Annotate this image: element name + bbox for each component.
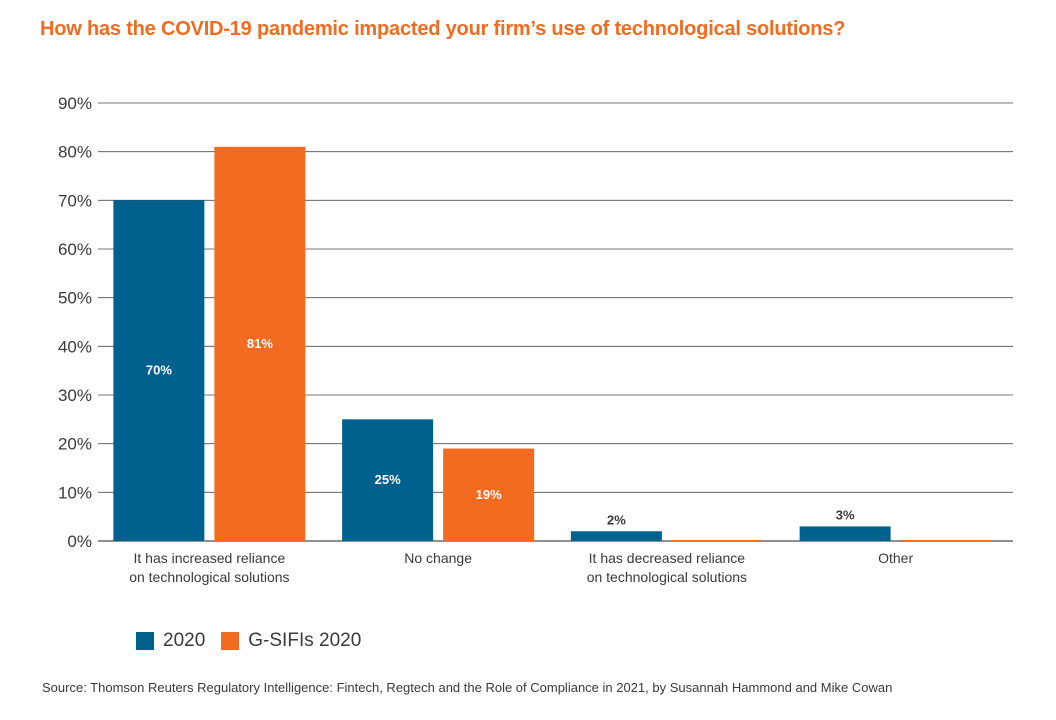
legend-item-2020: 2020 — [136, 630, 205, 652]
x-category-label: It has decreased reliance — [589, 550, 746, 566]
y-tick-label: 60% — [58, 240, 92, 259]
x-category-label: on technological solutions — [129, 569, 289, 585]
data-label: 19% — [476, 487, 502, 502]
bar-gsifi-2020 — [671, 540, 763, 541]
legend-item-gsifi: G-SIFIs 2020 — [221, 630, 361, 652]
data-label: 81% — [247, 336, 273, 351]
data-label: 70% — [146, 363, 172, 378]
y-tick-label: 50% — [58, 289, 92, 308]
bar-2020 — [113, 200, 205, 542]
bar-2020 — [342, 419, 434, 541]
bar-chart: 0% 10% 20% 30% 40% 50% 60% 70% 80% 90% 70% 81% It ha… — [58, 94, 1013, 585]
x-category-label: No change — [404, 550, 472, 566]
x-category-label: on technological solutions — [587, 569, 747, 585]
legend-label-2020: 2020 — [163, 630, 206, 651]
y-tick-label: 0% — [67, 532, 92, 551]
y-tick-label: 80% — [58, 143, 92, 162]
bar-gsifi-2020 — [443, 448, 535, 541]
bar-gsifi-2020 — [900, 540, 992, 541]
legend-label-gsifi: G-SIFIs 2020 — [248, 630, 362, 651]
legend-swatch-2020 — [136, 632, 154, 650]
y-tick-label: 30% — [58, 386, 92, 405]
data-label: 25% — [375, 472, 401, 487]
x-category-label: Other — [878, 550, 913, 566]
data-label: 2% — [607, 512, 626, 527]
y-tick-label: 40% — [58, 337, 92, 356]
data-label: 3% — [836, 507, 855, 522]
bar-2020 — [570, 531, 662, 541]
chart-title: How has the COVID-19 pandemic impacted y… — [40, 18, 846, 40]
bar-2020 — [799, 526, 891, 541]
y-tick-label: 90% — [58, 94, 92, 113]
legend: 2020 G-SIFIs 2020 — [136, 630, 377, 652]
source-note: Source: Thomson Reuters Regulatory Intel… — [42, 680, 893, 695]
bar-gsifi-2020 — [214, 146, 306, 542]
y-tick-label: 10% — [58, 483, 92, 502]
y-tick-label: 20% — [58, 435, 92, 454]
x-category-label: It has increased reliance — [133, 550, 285, 566]
y-tick-label: 70% — [58, 191, 92, 210]
legend-swatch-gsifi — [221, 632, 240, 650]
